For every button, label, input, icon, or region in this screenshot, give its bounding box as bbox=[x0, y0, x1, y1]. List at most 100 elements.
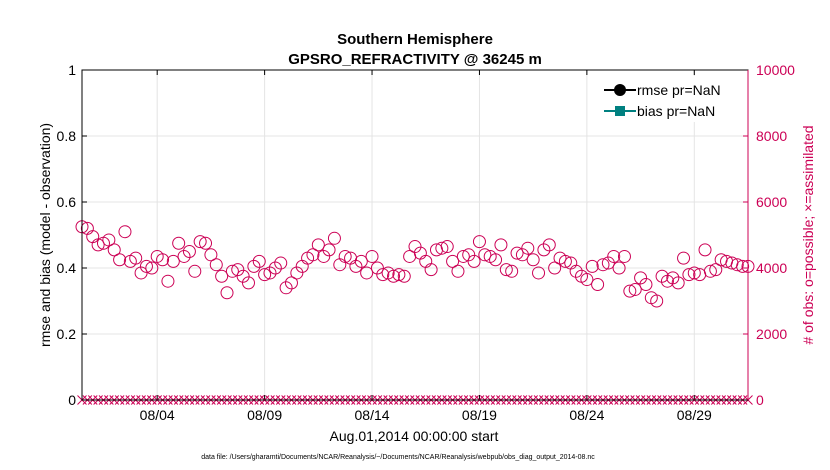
obs-possible-point bbox=[317, 249, 331, 263]
obs-possible-point bbox=[118, 225, 132, 239]
obs-possible-point bbox=[129, 251, 143, 265]
obs-possible-point bbox=[156, 253, 170, 267]
obs-possible-point bbox=[462, 248, 476, 262]
x-tick-label: 08/19 bbox=[462, 407, 497, 423]
y-left-tick-label: 1 bbox=[68, 62, 76, 78]
y-right-tick-label: 2000 bbox=[756, 326, 787, 342]
obs-possible-point bbox=[209, 258, 223, 272]
obs-possible-point bbox=[365, 249, 379, 263]
y-left-tick-label: 0.6 bbox=[57, 194, 77, 210]
obs-possible-point bbox=[247, 259, 261, 273]
obs-possible-point bbox=[327, 231, 341, 245]
obs-possible-point bbox=[467, 254, 481, 268]
obs-possible-point bbox=[612, 261, 626, 275]
obs-possible-point bbox=[376, 268, 390, 282]
x-tick-label: 08/14 bbox=[355, 407, 390, 423]
obs-possible-point bbox=[370, 261, 384, 275]
obs-possible-point bbox=[397, 269, 411, 283]
legend: rmse pr=NaN bias pr=NaN bbox=[598, 76, 726, 122]
obs-possible-point bbox=[494, 238, 508, 252]
obs-possible-point bbox=[617, 249, 631, 263]
y-axis-right-label: # of obs: o=possible; ×=assimilated bbox=[800, 125, 816, 344]
obs-possible-point bbox=[242, 276, 255, 290]
obs-possible-point bbox=[166, 254, 180, 268]
obs-possible-point bbox=[446, 254, 460, 268]
obs-possible-point bbox=[204, 248, 218, 262]
y-right-tick-label: 6000 bbox=[756, 194, 787, 210]
obs-possible-point bbox=[354, 254, 368, 268]
y-right-tick-label: 0 bbox=[756, 392, 764, 408]
obs-possible-point bbox=[284, 276, 298, 290]
y-axis-left-ticks: 0 0.2 0.4 0.6 0.8 1 bbox=[57, 62, 87, 408]
obs-possible-point bbox=[537, 243, 551, 257]
obs-possible-point bbox=[113, 253, 127, 267]
obs-possible-point bbox=[521, 241, 535, 255]
obs-possible-point bbox=[252, 254, 266, 268]
legend-rmse-label: rmse pr=NaN bbox=[637, 82, 721, 98]
obs-possible-point bbox=[472, 235, 486, 249]
y-axis-right-ticks: 0 2000 4000 6000 8000 10000 bbox=[743, 62, 795, 408]
obs-possible-point bbox=[102, 233, 116, 247]
obs-possible-point bbox=[687, 266, 701, 280]
obs-possible-point bbox=[456, 249, 470, 263]
y-right-tick-label: 10000 bbox=[756, 62, 795, 78]
obs-possible-point bbox=[682, 268, 696, 282]
obs-possible-point bbox=[671, 276, 685, 290]
obs-possible-point bbox=[532, 266, 546, 280]
x-tick-label: 08/04 bbox=[140, 407, 175, 423]
obs-possible-point bbox=[499, 263, 513, 277]
x-tick-label: 08/24 bbox=[569, 407, 604, 423]
chart-title-line1: Southern Hemisphere bbox=[337, 31, 493, 48]
obs-possible-point bbox=[193, 235, 207, 249]
x-tick-label: 08/29 bbox=[677, 407, 712, 423]
obs-possible-point bbox=[607, 249, 621, 263]
obs-possible-point bbox=[698, 243, 712, 257]
obs-possible-point bbox=[91, 238, 105, 252]
obs-possible-point bbox=[172, 236, 186, 250]
obs-possible-point bbox=[677, 251, 691, 265]
obs-possible-point bbox=[145, 261, 159, 275]
obs-possible-point bbox=[139, 259, 153, 273]
obs-possible-point bbox=[478, 248, 492, 262]
obs-possible-point bbox=[730, 258, 744, 272]
obs-possible-point bbox=[709, 263, 723, 277]
obs-possible-point bbox=[236, 269, 250, 283]
obs-possible-point bbox=[628, 282, 642, 296]
obs-possible-point bbox=[199, 236, 213, 250]
obs-possible-point bbox=[451, 264, 465, 278]
obs-possible-point bbox=[360, 266, 374, 280]
obs-possible-point bbox=[548, 261, 562, 275]
obs-possible-point bbox=[161, 274, 175, 288]
obs-possible-point bbox=[601, 256, 615, 270]
obs-possible-point bbox=[639, 278, 653, 291]
chart-title-line2: GPSRO_REFRACTIVITY @ 36245 m bbox=[288, 51, 542, 68]
obs-possible-point bbox=[585, 259, 599, 273]
obs-possible-point bbox=[505, 264, 519, 278]
obs-possible-point bbox=[580, 273, 594, 287]
obs-possible-point bbox=[424, 263, 438, 277]
obs-possible-point bbox=[231, 263, 245, 277]
obs-possible-point bbox=[279, 281, 293, 295]
obs-possible-point bbox=[311, 238, 325, 252]
obs-possible-point bbox=[655, 269, 669, 283]
y-left-tick-label: 0.2 bbox=[57, 326, 77, 342]
y-right-tick-label: 4000 bbox=[756, 260, 787, 276]
obs-possible-point bbox=[338, 249, 352, 263]
obs-possible-point bbox=[542, 238, 556, 252]
y-left-tick-label: 0.4 bbox=[57, 260, 77, 276]
obs-possible-point bbox=[274, 256, 288, 270]
obs-possible-point bbox=[107, 243, 121, 257]
obs-possible-point bbox=[387, 269, 401, 283]
obs-possible-point bbox=[489, 253, 503, 267]
obs-possible-point bbox=[435, 241, 449, 255]
obs-possible-point bbox=[263, 266, 277, 280]
legend-bias-marker bbox=[615, 106, 625, 116]
obs-possible-point bbox=[392, 268, 406, 282]
obs-possible-point bbox=[134, 266, 148, 280]
obs-possible-series bbox=[75, 220, 755, 308]
obs-possible-point bbox=[515, 248, 529, 262]
obs-possible-point bbox=[290, 266, 304, 280]
obs-possible-point bbox=[736, 259, 750, 273]
x-axis-ticks: 08/04 08/09 08/14 08/19 08/24 08/29 bbox=[140, 70, 712, 423]
legend-rmse-marker bbox=[614, 84, 626, 96]
